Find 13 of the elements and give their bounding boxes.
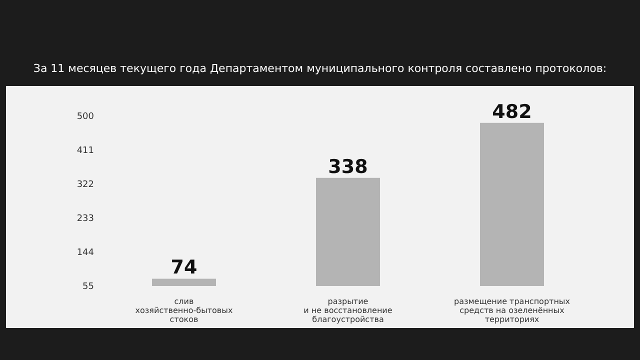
x-tick-label: разрытие и не восстановление благоустройства	[304, 297, 392, 324]
y-tick-label: 233	[76, 214, 94, 224]
data-label: 482	[492, 100, 532, 123]
data-label: 74	[170, 256, 198, 279]
y-tick-label: 322	[76, 180, 94, 190]
y-tick-label: 500	[76, 112, 94, 122]
chart-title: За 11 месяцев текущего года Департаментом муниципального контроля составлено протоколов:	[32, 62, 608, 75]
x-tick-label: размещение транспортных средств на озеленённых территориях	[454, 297, 570, 324]
y-tick-label: 55	[82, 282, 94, 292]
y-tick-label: 144	[76, 248, 94, 258]
x-tick-label: слив хозяйственно-бытовых стоков	[135, 297, 233, 324]
y-tick-label: 411	[76, 146, 94, 156]
data-label: 338	[328, 156, 368, 178]
